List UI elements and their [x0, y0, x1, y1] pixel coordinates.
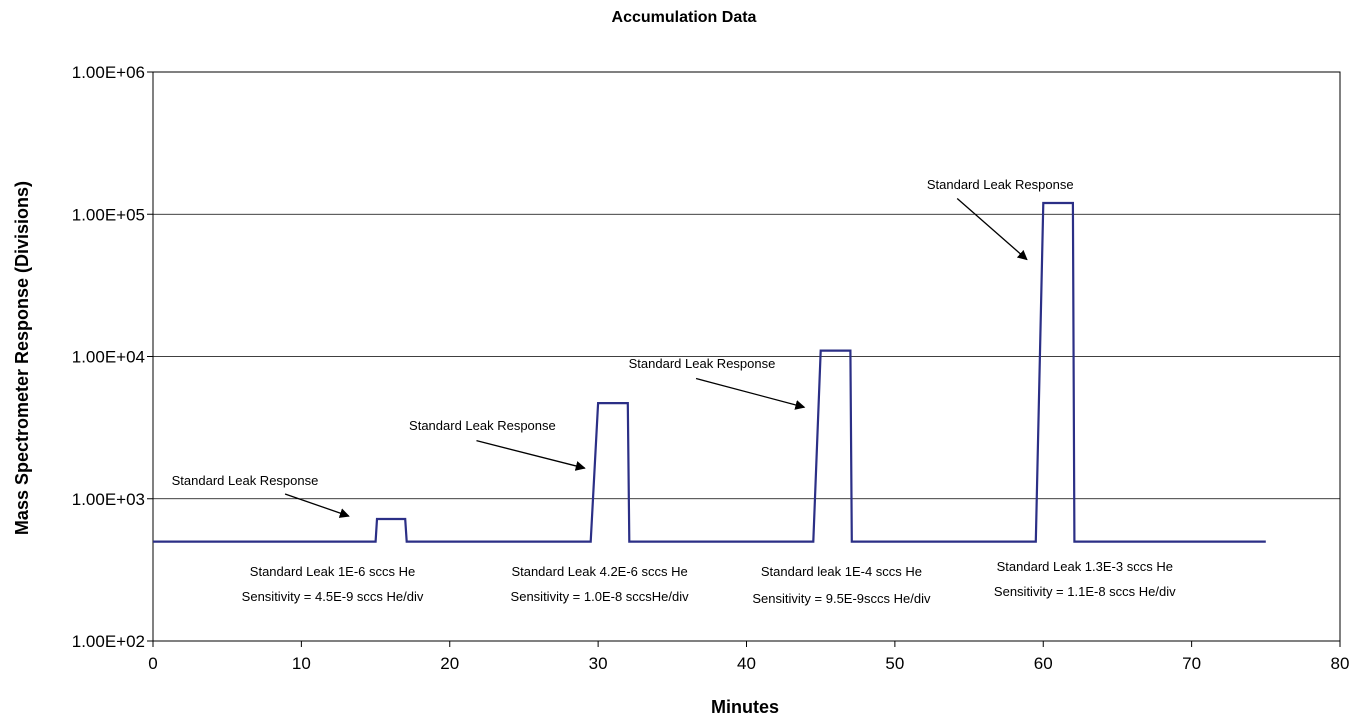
- note-sensitivity-line: Sensitivity = 1.0E-8 sccsHe/div: [511, 589, 690, 604]
- y-tick-label: 1.00E+05: [72, 205, 145, 224]
- chart-title: Accumulation Data: [612, 9, 757, 26]
- note-sensitivity-line: Sensitivity = 4.5E-9 sccs He/div: [242, 589, 424, 604]
- x-tick-label: 10: [292, 654, 311, 673]
- y-tick-label: 1.00E+06: [72, 63, 145, 82]
- annotation-label: Standard Leak Response: [927, 177, 1074, 192]
- note-leak-line: Standard Leak 4.2E-6 sccs He: [511, 564, 687, 579]
- x-axis-title: Minutes: [711, 697, 779, 717]
- note-sensitivity-line: Sensitivity = 1.1E-8 sccs He/div: [994, 584, 1176, 599]
- note-leak-line: Standard Leak 1E-6 sccs He: [250, 564, 415, 579]
- y-tick-label: 1.00E+02: [72, 632, 145, 651]
- annotation-arrow: [956, 198, 1028, 261]
- x-tick-label: 40: [737, 654, 756, 673]
- x-tick-label: 0: [148, 654, 157, 673]
- y-tick-label: 1.00E+04: [72, 348, 145, 367]
- x-tick-label: 60: [1034, 654, 1053, 673]
- note-leak-line: Standard Leak 1.3E-3 sccs He: [997, 559, 1173, 574]
- annotation-label: Standard Leak Response: [629, 356, 776, 371]
- annotation-arrow: [695, 377, 806, 410]
- y-axis-ticks: 1.00E+02 1.00E+03 1.00E+04 1.00E+05 1.00E+06: [72, 63, 153, 651]
- annotation-label: Standard Leak Response: [409, 418, 556, 433]
- x-tick-label: 50: [885, 654, 904, 673]
- annotations: Standard Leak Response Standard Leak Resp…: [172, 177, 1074, 518]
- annotation-arrow: [284, 493, 350, 518]
- x-tick-label: 80: [1331, 654, 1350, 673]
- series-line: [153, 201, 1266, 543]
- x-tick-label: 70: [1182, 654, 1201, 673]
- annotation-arrow: [476, 440, 586, 471]
- note-sensitivity-line: Sensitivity = 9.5E-9sccs He/div: [752, 591, 931, 606]
- note-leak-line: Standard leak 1E-4 sccs He: [761, 564, 922, 579]
- annotation-label: Standard Leak Response: [172, 473, 319, 488]
- gridlines: [153, 213, 1340, 500]
- y-tick-label: 1.00E+03: [72, 490, 145, 509]
- leak-notes: Standard Leak 1E-6 sccs He Sensitivity = …: [242, 559, 1176, 606]
- x-tick-label: 30: [589, 654, 608, 673]
- x-tick-label: 20: [440, 654, 459, 673]
- x-axis-ticks: 0 10 20 30 40 50 60 70 80: [148, 641, 1349, 673]
- y-axis-title: Mass Spectrometer Response (Divisions): [12, 181, 32, 535]
